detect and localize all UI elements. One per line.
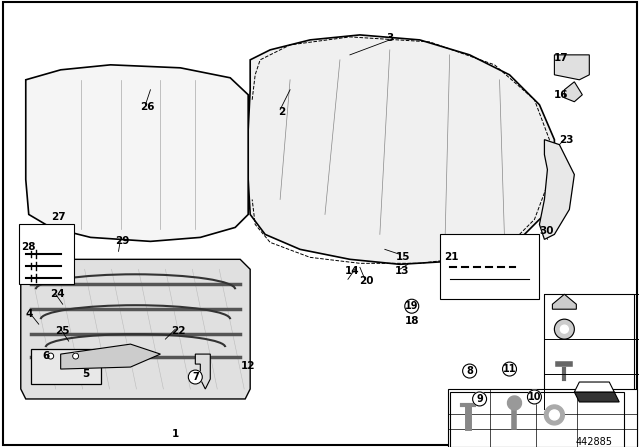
Text: 15: 15 bbox=[396, 252, 410, 263]
Text: 25: 25 bbox=[56, 326, 70, 336]
Polygon shape bbox=[61, 344, 161, 369]
Circle shape bbox=[472, 392, 486, 406]
Text: 23: 23 bbox=[559, 135, 573, 145]
Circle shape bbox=[527, 390, 541, 404]
Text: 29: 29 bbox=[115, 237, 130, 246]
Circle shape bbox=[554, 319, 574, 339]
Text: 16: 16 bbox=[554, 90, 568, 100]
Text: 17: 17 bbox=[554, 53, 569, 63]
Circle shape bbox=[188, 370, 202, 384]
Text: 12: 12 bbox=[241, 361, 255, 371]
Text: 442885: 442885 bbox=[576, 437, 612, 447]
Text: 19: 19 bbox=[405, 301, 419, 311]
Text: 20: 20 bbox=[358, 276, 373, 286]
Text: 7: 7 bbox=[192, 372, 198, 382]
Text: 28: 28 bbox=[22, 242, 36, 252]
Circle shape bbox=[463, 364, 477, 378]
Polygon shape bbox=[552, 294, 577, 309]
Bar bbox=[440, 234, 540, 299]
Text: 1: 1 bbox=[172, 429, 179, 439]
Bar bbox=[450, 392, 624, 447]
Polygon shape bbox=[31, 349, 100, 384]
Text: 27: 27 bbox=[51, 212, 66, 223]
Text: 6: 6 bbox=[42, 351, 49, 361]
Text: 22: 22 bbox=[171, 326, 186, 336]
Polygon shape bbox=[195, 354, 211, 389]
Bar bbox=[545, 294, 634, 409]
Text: 8: 8 bbox=[466, 366, 473, 376]
Text: 5: 5 bbox=[82, 369, 89, 379]
Bar bbox=[447, 389, 637, 447]
Text: 18: 18 bbox=[404, 316, 419, 326]
Text: 9: 9 bbox=[476, 394, 483, 404]
Wedge shape bbox=[545, 405, 564, 425]
Text: 3: 3 bbox=[386, 33, 394, 43]
Circle shape bbox=[48, 353, 54, 359]
Text: 11: 11 bbox=[503, 364, 516, 374]
Text: 13: 13 bbox=[394, 266, 409, 276]
Circle shape bbox=[561, 325, 568, 333]
Polygon shape bbox=[20, 259, 250, 399]
Circle shape bbox=[549, 410, 559, 420]
Text: 24: 24 bbox=[51, 289, 65, 299]
Polygon shape bbox=[248, 35, 554, 264]
Text: 21: 21 bbox=[444, 252, 459, 263]
Wedge shape bbox=[508, 396, 522, 410]
Polygon shape bbox=[564, 82, 582, 102]
Text: 4: 4 bbox=[25, 309, 33, 319]
Text: 14: 14 bbox=[344, 266, 359, 276]
Circle shape bbox=[502, 362, 516, 376]
Polygon shape bbox=[574, 392, 620, 402]
Circle shape bbox=[72, 353, 79, 359]
Polygon shape bbox=[26, 65, 248, 241]
Text: 2: 2 bbox=[278, 107, 285, 117]
Text: 10: 10 bbox=[528, 392, 541, 402]
Text: 26: 26 bbox=[140, 102, 155, 112]
Polygon shape bbox=[574, 382, 614, 392]
Polygon shape bbox=[540, 140, 574, 239]
Bar bbox=[19, 224, 74, 284]
Polygon shape bbox=[554, 55, 589, 80]
Circle shape bbox=[404, 299, 419, 313]
Text: 30: 30 bbox=[539, 226, 554, 237]
